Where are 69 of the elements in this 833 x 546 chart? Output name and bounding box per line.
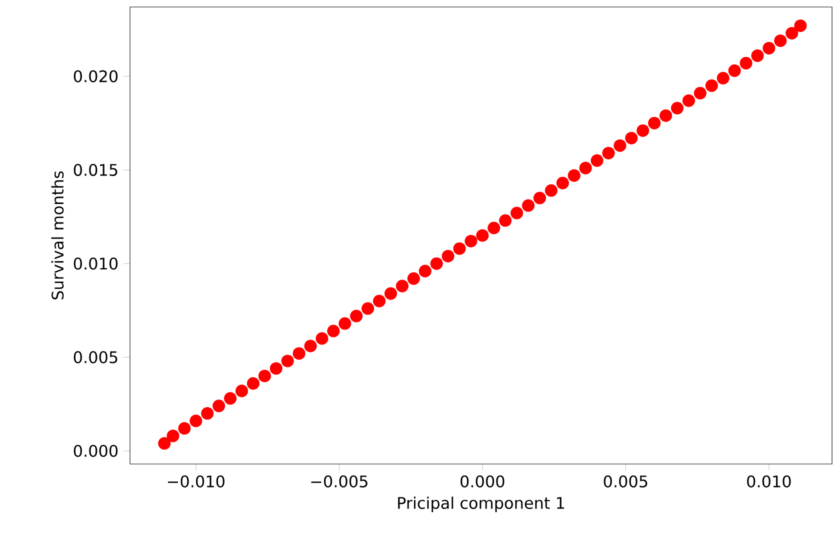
point — [453, 242, 466, 255]
point — [338, 317, 352, 330]
point — [590, 154, 604, 167]
point — [786, 26, 798, 40]
point — [705, 79, 718, 92]
point — [602, 146, 615, 160]
point — [246, 377, 260, 390]
point — [740, 56, 752, 70]
point — [762, 42, 776, 54]
point — [476, 229, 489, 242]
point — [201, 407, 214, 420]
point — [362, 302, 374, 315]
point — [178, 422, 191, 435]
point — [316, 332, 328, 345]
point — [235, 384, 248, 398]
point — [660, 109, 672, 122]
y-tick-label: 0.020 — [74, 70, 118, 82]
x-tick-label: 0.010 — [747, 475, 791, 488]
point — [694, 86, 706, 100]
x-tick-label: 0.005 — [604, 475, 648, 488]
point — [258, 370, 271, 382]
point — [304, 340, 317, 352]
point — [224, 392, 237, 405]
point — [728, 64, 741, 77]
point — [396, 280, 408, 292]
point — [281, 354, 294, 368]
point — [350, 310, 363, 322]
point — [751, 49, 764, 62]
point — [636, 124, 650, 137]
point — [292, 347, 306, 360]
point — [373, 294, 386, 308]
point — [430, 257, 443, 270]
point — [682, 94, 695, 107]
point — [716, 72, 730, 84]
point — [794, 19, 807, 32]
point — [407, 272, 420, 285]
y-tick-label: 0.005 — [74, 351, 118, 364]
point — [499, 214, 512, 227]
point — [614, 139, 626, 152]
point — [544, 184, 558, 197]
point — [488, 222, 500, 234]
x-axis-title: Pricipal component 1 — [398, 496, 564, 512]
point — [190, 414, 202, 428]
point — [327, 324, 340, 338]
x-tick-label: 0.000 — [460, 475, 504, 488]
point — [568, 169, 580, 182]
point — [158, 437, 171, 450]
point — [671, 102, 684, 114]
point — [418, 264, 432, 278]
point — [464, 234, 478, 248]
x-tick-label: −0.010 — [168, 475, 224, 488]
point — [522, 199, 535, 212]
point — [442, 250, 454, 262]
y-tick-label: 0.015 — [74, 164, 118, 176]
point — [774, 34, 787, 47]
point — [625, 132, 638, 144]
point — [510, 206, 524, 220]
point — [212, 400, 226, 412]
point — [556, 176, 569, 190]
point — [166, 430, 180, 442]
x-tick-label: −0.005 — [311, 475, 368, 488]
point — [648, 116, 661, 130]
y-tick-label: 0.000 — [74, 444, 118, 457]
point — [579, 162, 592, 174]
point — [384, 287, 398, 300]
point — [270, 362, 282, 375]
point — [533, 192, 546, 204]
y-tick-label: 0.010 — [74, 258, 118, 270]
y-axis-title: Survival months — [51, 171, 64, 300]
